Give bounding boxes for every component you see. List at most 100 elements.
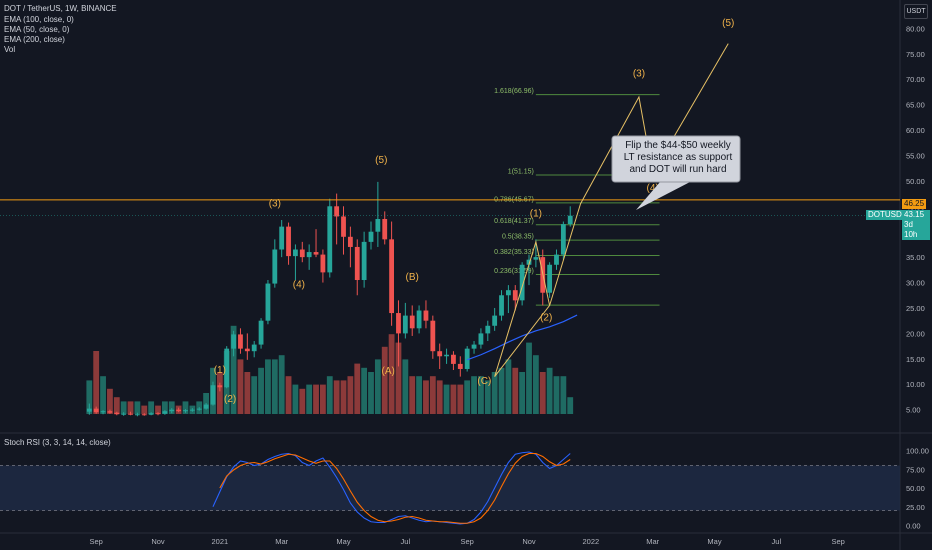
time-tick-label: Mar <box>646 537 659 546</box>
candle-body[interactable] <box>293 249 298 257</box>
volume-bar <box>326 376 333 414</box>
candle-body[interactable] <box>471 344 477 349</box>
price-tick-label: 75.00 <box>906 50 925 59</box>
candle-body[interactable] <box>389 239 395 314</box>
candle-body[interactable] <box>176 409 182 412</box>
candle-body[interactable] <box>347 236 353 247</box>
volume-bar <box>354 363 361 414</box>
currency-button[interactable]: USDT <box>904 4 928 19</box>
candle-body[interactable] <box>162 411 168 414</box>
candle-body[interactable] <box>183 410 188 412</box>
candle-body[interactable] <box>128 413 133 415</box>
candle-body[interactable] <box>251 344 257 352</box>
candle-body[interactable] <box>258 320 264 345</box>
volume-bar <box>113 397 120 414</box>
candle-body[interactable] <box>141 414 147 416</box>
candle-body[interactable] <box>327 206 333 273</box>
callout-rect[interactable] <box>611 135 741 183</box>
candle-body[interactable] <box>155 413 161 415</box>
stoch-tick-label: 0.00 <box>906 522 921 531</box>
candle-body[interactable] <box>135 414 140 416</box>
stoch-rsi-label[interactable]: Stoch RSI (3, 3, 14, 14, close) <box>4 438 111 447</box>
candle-body[interactable] <box>464 348 470 369</box>
candle-body[interactable] <box>189 409 195 411</box>
candle-body[interactable] <box>375 219 381 232</box>
candle-body[interactable] <box>554 254 559 265</box>
volume-bar <box>505 359 512 414</box>
candle-body[interactable] <box>361 241 367 281</box>
candle-body[interactable] <box>560 224 566 255</box>
candle-body[interactable] <box>114 412 120 415</box>
candle-body[interactable] <box>313 252 319 255</box>
volume-bar <box>319 384 326 414</box>
candle-body[interactable] <box>505 290 511 296</box>
candle-body[interactable] <box>451 354 456 364</box>
candle-body[interactable] <box>100 411 106 413</box>
candle-body[interactable] <box>86 408 92 412</box>
candle-body[interactable] <box>279 226 285 250</box>
candle-body[interactable] <box>409 315 415 329</box>
indicator-ema-100[interactable]: EMA (100, close, 0) <box>4 15 74 24</box>
candle-body[interactable] <box>567 215 573 225</box>
volume-bar <box>230 325 237 414</box>
candle-body[interactable] <box>492 315 498 326</box>
indicator-ema-200[interactable]: EMA (200, close) <box>4 35 65 44</box>
candle-body[interactable] <box>533 257 539 260</box>
axes: 5.0010.0015.0020.0025.0030.0035.0040.004… <box>90 24 929 546</box>
candle-body[interactable] <box>444 354 449 357</box>
candle-body[interactable] <box>547 264 553 293</box>
volume-bar <box>100 376 106 414</box>
candle-body[interactable] <box>416 310 422 329</box>
candle-body[interactable] <box>272 249 278 284</box>
candle-body[interactable] <box>306 252 312 258</box>
candle-body[interactable] <box>437 351 443 357</box>
indicator-ema-50[interactable]: EMA (50, close, 0) <box>4 25 70 34</box>
candle-body[interactable] <box>244 348 250 352</box>
candles[interactable] <box>86 181 573 417</box>
candle-body[interactable] <box>203 404 209 409</box>
candle-body[interactable] <box>196 408 202 410</box>
candle-body[interactable] <box>341 216 346 237</box>
candle-body[interactable] <box>210 385 216 405</box>
stoch-rsi-lines <box>212 451 571 525</box>
candle-body[interactable] <box>478 333 484 345</box>
candle-body[interactable] <box>485 325 491 334</box>
candle-body[interactable] <box>368 231 374 242</box>
candle-body[interactable] <box>499 295 504 316</box>
candle-body[interactable] <box>526 259 532 265</box>
wave-label: (5) <box>722 18 734 29</box>
candle-body[interactable] <box>396 313 401 334</box>
candle-body[interactable] <box>519 264 525 301</box>
candle-body[interactable] <box>93 408 99 413</box>
candle-body[interactable] <box>107 411 113 413</box>
candle-body[interactable] <box>423 310 429 321</box>
volume-bar <box>265 359 271 414</box>
candle-body[interactable] <box>354 246 360 281</box>
callout-box[interactable] <box>611 135 741 210</box>
time-tick-label: Jul <box>401 537 411 546</box>
candle-body[interactable] <box>382 219 388 240</box>
time-tick-label: 2021 <box>212 537 229 546</box>
volume-bar <box>368 372 374 414</box>
candle-body[interactable] <box>238 334 243 349</box>
candle-body[interactable] <box>148 413 154 415</box>
candle-body[interactable] <box>457 363 463 369</box>
candle-body[interactable] <box>430 320 436 352</box>
candle-body[interactable] <box>231 334 236 349</box>
indicator-volume[interactable]: Vol <box>4 45 16 54</box>
candle-body[interactable] <box>217 385 223 388</box>
candle-body[interactable] <box>121 413 127 415</box>
wave-label: (C) <box>477 376 491 387</box>
candle-body[interactable] <box>286 226 291 257</box>
candle-body[interactable] <box>265 283 271 321</box>
candle-body[interactable] <box>512 290 518 301</box>
candle-body[interactable] <box>334 206 340 217</box>
candle-body[interactable] <box>224 348 230 388</box>
candle-body[interactable] <box>320 254 326 273</box>
candle-body[interactable] <box>169 409 175 412</box>
candle-body[interactable] <box>402 315 408 334</box>
candle-body[interactable] <box>299 249 305 258</box>
volume-bar <box>141 405 148 414</box>
stoch-band-fill <box>0 465 900 511</box>
